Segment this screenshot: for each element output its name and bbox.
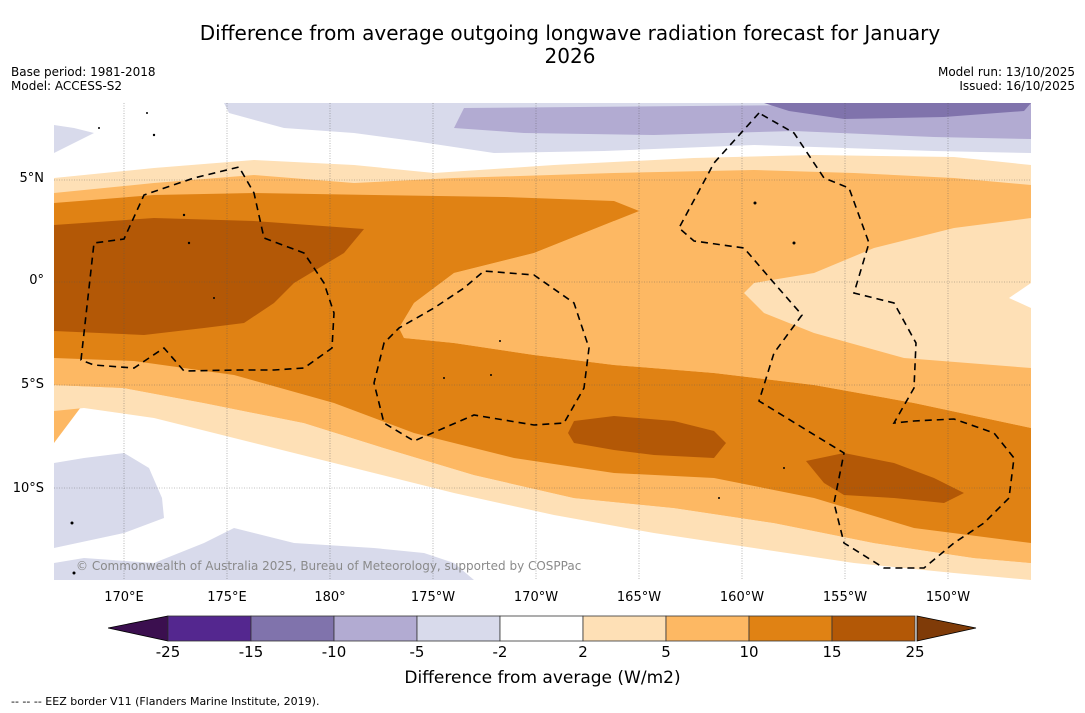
- colorbar-tick: -2: [492, 643, 508, 661]
- base-period: Base period: 1981-2018: [11, 65, 156, 79]
- lat-label-5n: 5°N: [19, 171, 45, 186]
- colorbar-tick: -5: [409, 643, 425, 661]
- lat-label-10s: 10°S: [12, 481, 44, 496]
- colorbar-bin: [748, 615, 833, 642]
- region-2to5-south: [54, 385, 1031, 580]
- lon-label-170w: 170°W: [513, 590, 559, 605]
- lon-label-180: 180°: [314, 590, 346, 605]
- islands: [70, 112, 796, 575]
- region-15to25-west: [54, 218, 364, 335]
- colorbar-tick: 15: [822, 643, 842, 661]
- eez-kiribati-gilbert: [80, 166, 335, 372]
- lat-label-5s: 5°S: [20, 377, 44, 392]
- colorbar-bin: [250, 615, 335, 642]
- region-2to5-east: [744, 218, 1031, 368]
- eez-legend-note: -- -- -- EEZ border V11 (Flanders Marine…: [11, 695, 320, 708]
- model-run: Model run: 13/10/2025: [937, 65, 1075, 79]
- chart-title: Difference from average outgoing longwav…: [199, 21, 941, 68]
- region-white-south: [54, 403, 1031, 580]
- region-minus5-south: [54, 528, 474, 580]
- colorbar-tick: -25: [155, 643, 181, 661]
- lon-label-155w: 155°W: [822, 590, 868, 605]
- colorbar-over-triangle: [916, 615, 977, 642]
- colorbar: [108, 615, 977, 642]
- region-white-east: [1009, 283, 1031, 308]
- colorbar-under-triangle: [108, 615, 169, 642]
- eez-line-islands: [677, 111, 1015, 569]
- colorbar-bin: [333, 615, 418, 642]
- lon-label-170e: 170°E: [104, 590, 144, 605]
- model-name: Model: ACCESS-S2: [11, 79, 123, 93]
- region-10to15: [54, 193, 1031, 543]
- region-minus5-sw: [54, 453, 164, 548]
- colorbar-tick: 2: [578, 643, 588, 661]
- region-15to25-east: [806, 453, 964, 503]
- colorbar-tick: -10: [321, 643, 347, 661]
- region-minus15-north: [764, 103, 1031, 119]
- lon-label-160w: 160°W: [719, 590, 765, 605]
- eez-borders: [80, 111, 1015, 569]
- colorbar-bin: [416, 615, 501, 642]
- colorbar-bin: [831, 615, 916, 642]
- lon-label-165w: 165°W: [616, 590, 662, 605]
- graticule: [54, 103, 1031, 580]
- lon-label-150w: 150°W: [925, 590, 971, 605]
- colorbar-bin: [499, 615, 584, 642]
- meta-left: Base period: 1981-2018 Model: ACCESS-S2: [11, 65, 156, 93]
- colorbar-tick: 5: [661, 643, 671, 661]
- lat-label-0: 0°: [29, 273, 44, 288]
- meta-right: Model run: 13/10/2025 Issued: 16/10/2025: [938, 65, 1075, 93]
- lon-label-175w: 175°W: [410, 590, 456, 605]
- colorbar-label: Difference from average (W/m2): [404, 668, 681, 688]
- colorbar-bin: [582, 615, 667, 642]
- colorbar-tick: -15: [238, 643, 264, 661]
- copyright-notice: © Commonwealth of Australia 2025, Bureau…: [76, 559, 582, 573]
- region-5to10-south: [54, 358, 1031, 563]
- colorbar-tick: 10: [739, 643, 759, 661]
- colorbar-bin: [167, 615, 252, 642]
- colorbar-tick: 25: [905, 643, 925, 661]
- lon-label-175e: 175°E: [207, 590, 247, 605]
- region-minus5-nw: [54, 125, 94, 153]
- olr-anomaly-map: [54, 103, 1031, 580]
- issued-date: Issued: 16/10/2025: [959, 79, 1075, 93]
- region-15to25-central: [568, 416, 726, 458]
- colorbar-bin: [665, 615, 750, 642]
- eez-tokelau: [373, 270, 590, 442]
